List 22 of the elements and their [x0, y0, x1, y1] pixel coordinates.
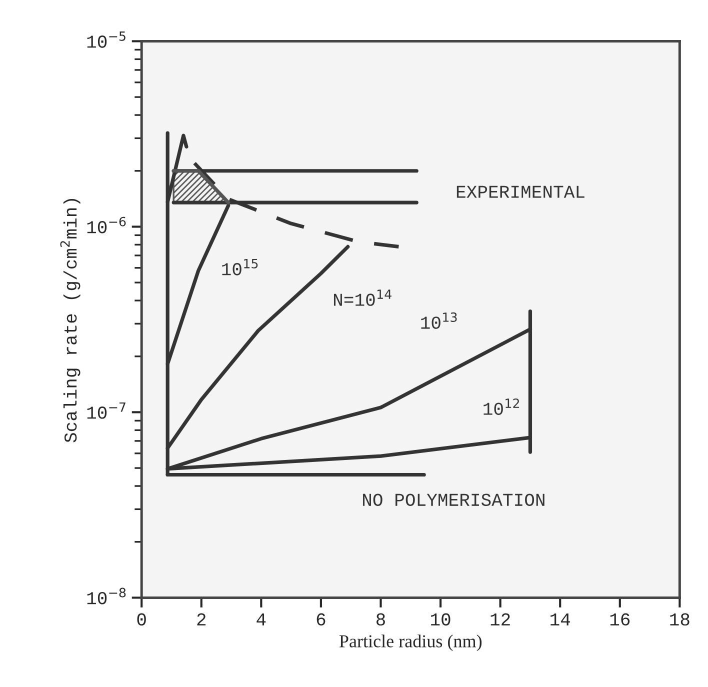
x-tick-label: 6 — [316, 613, 326, 626]
y-tick-label: 10$^{−6}$ — [87, 216, 126, 234]
x-tick-label: 0 — [137, 613, 146, 626]
series-label: 10$^{15}$ — [222, 259, 258, 276]
x-tick-label: 16 — [610, 613, 630, 626]
series-label: 10$^{12}$ — [484, 398, 520, 415]
x-tick-label: 18 — [670, 613, 690, 626]
y-tick-label: 10$^{−7}$ — [87, 402, 126, 419]
x-tick-label: 2 — [197, 613, 206, 626]
series-label: N=10$^{14}$ — [334, 290, 392, 306]
y-axis-title: Scaling rate (g/cm$^{2}$min) — [60, 198, 80, 442]
y-tick-label: 10$^{−5}$ — [87, 32, 126, 48]
x-tick-label: 12 — [490, 613, 510, 626]
x-tick-label: 10 — [431, 613, 450, 626]
x-tick-label: 8 — [376, 613, 385, 626]
series-label: NO POLYMERISATION — [363, 494, 544, 506]
series-label: 10$^{13}$ — [421, 312, 457, 329]
x-tick-label: 4 — [256, 613, 266, 626]
text: EXPERIMENTAL — [456, 186, 584, 198]
y-tick-label: 10$^{−8}$ — [87, 588, 126, 604]
x-axis-title: Particle radius (nm) — [339, 634, 482, 652]
x-tick-label: 14 — [550, 613, 570, 626]
